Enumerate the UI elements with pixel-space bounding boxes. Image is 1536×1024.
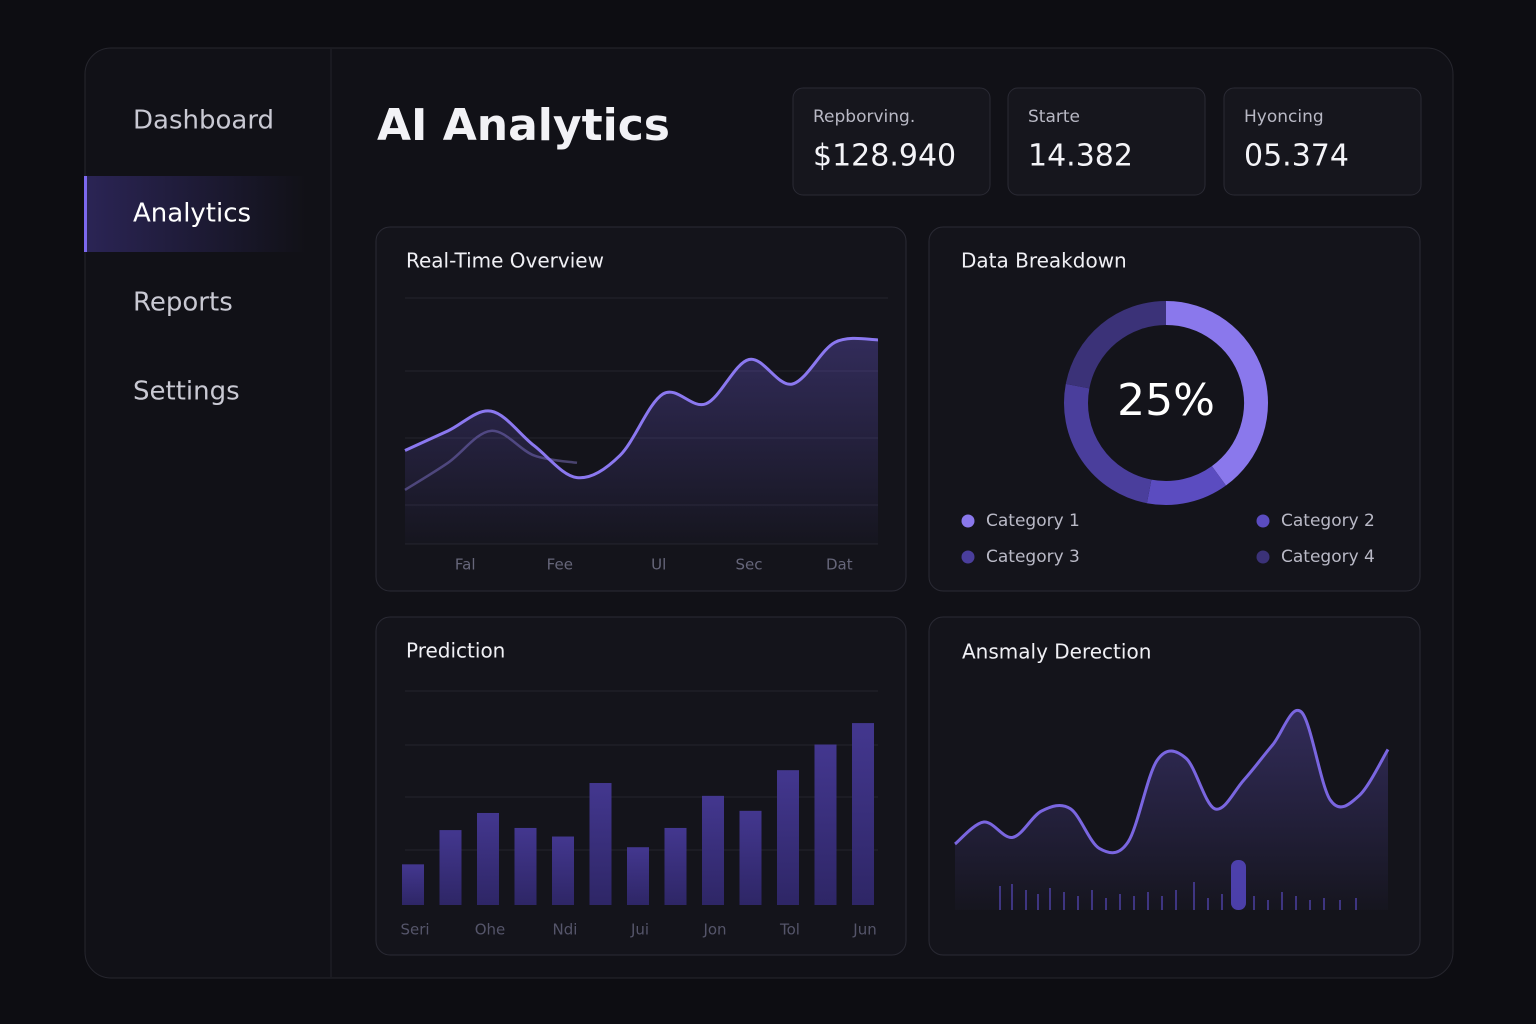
line bbox=[954, 708, 1390, 855]
x-tick-label: Seri bbox=[400, 921, 429, 939]
stat-card bbox=[792, 87, 991, 196]
area bbox=[955, 710, 1388, 910]
bar bbox=[852, 723, 874, 905]
legend-label: Category 3 bbox=[986, 547, 1080, 567]
x-tick-label: Ohe bbox=[475, 921, 506, 939]
donut-center-label: 25% bbox=[1117, 375, 1215, 426]
bar bbox=[514, 827, 537, 905]
bar bbox=[477, 812, 499, 905]
bar bbox=[552, 836, 574, 905]
charts: Real-Time Overview Fal Fee Ul Sec Dat Data Bre… bbox=[400, 249, 1390, 939]
nav-highlight bbox=[86, 176, 306, 252]
bar bbox=[402, 864, 424, 905]
x-tick-label: Dat bbox=[826, 556, 853, 574]
legend-label: Category 2 bbox=[1281, 511, 1375, 531]
bar bbox=[814, 744, 837, 905]
x-tick-label: Sec bbox=[736, 556, 763, 574]
legend-swatch bbox=[961, 514, 975, 528]
bar bbox=[777, 770, 799, 905]
stat-card bbox=[1223, 87, 1422, 196]
stat-value: 05.374 bbox=[1244, 139, 1349, 174]
area bbox=[405, 338, 878, 544]
nav-item[interactable]: Settings bbox=[133, 377, 240, 407]
nav-item[interactable]: Analytics bbox=[133, 199, 251, 229]
line bbox=[404, 336, 879, 480]
x-tick-label: Jui bbox=[630, 921, 649, 939]
nav-item[interactable]: Dashboard bbox=[133, 106, 274, 136]
stat-label: Hyoncing bbox=[1244, 107, 1324, 127]
panel-title: Ansmaly Derection bbox=[962, 640, 1151, 664]
donut-segment bbox=[1064, 383, 1152, 504]
page-title: AI Analytics bbox=[377, 100, 670, 151]
stat-label: Repborving. bbox=[813, 107, 915, 127]
panel-title: Real-Time Overview bbox=[406, 249, 604, 273]
x-tick-label: Ul bbox=[651, 556, 666, 574]
nav-item[interactable]: Reports bbox=[133, 288, 233, 318]
panel-title: Prediction bbox=[406, 639, 505, 663]
legend-swatch bbox=[1256, 514, 1270, 528]
stat-cards: Repborving. $128.940 Starte 14.382 Hyoncing 0… bbox=[792, 87, 1422, 196]
panel bbox=[375, 616, 907, 956]
legend-swatch bbox=[961, 550, 975, 564]
x-tick-label: Jon bbox=[702, 921, 726, 939]
panel-title: Data Breakdown bbox=[961, 249, 1127, 273]
stat-label: Starte bbox=[1028, 107, 1080, 127]
bar bbox=[664, 827, 687, 905]
sidebar: Dashboard Analytics Reports Settings bbox=[84, 106, 306, 407]
legend-label: Category 1 bbox=[986, 511, 1080, 531]
x-tick-label: Ndi bbox=[553, 921, 578, 939]
donut-segment bbox=[1146, 465, 1226, 505]
stat-card bbox=[1007, 87, 1206, 196]
donut-segment bbox=[1165, 301, 1268, 486]
legend-label: Category 4 bbox=[1281, 547, 1375, 567]
bar bbox=[739, 810, 762, 905]
donut-segment bbox=[1065, 301, 1167, 389]
nav-indicator bbox=[84, 176, 87, 252]
panel bbox=[928, 226, 1421, 592]
x-tick-label: Jun bbox=[852, 921, 876, 939]
x-tick-label: Fee bbox=[547, 556, 573, 574]
bar bbox=[702, 795, 724, 905]
stat-value: 14.382 bbox=[1028, 139, 1133, 174]
x-tick-label: Tol bbox=[779, 921, 800, 939]
bar bbox=[627, 847, 649, 905]
legend-swatch bbox=[1256, 550, 1270, 564]
stat-value: $128.940 bbox=[813, 139, 956, 174]
bar bbox=[439, 830, 462, 905]
x-tick-label: Fal bbox=[455, 556, 476, 574]
bar bbox=[589, 783, 612, 905]
